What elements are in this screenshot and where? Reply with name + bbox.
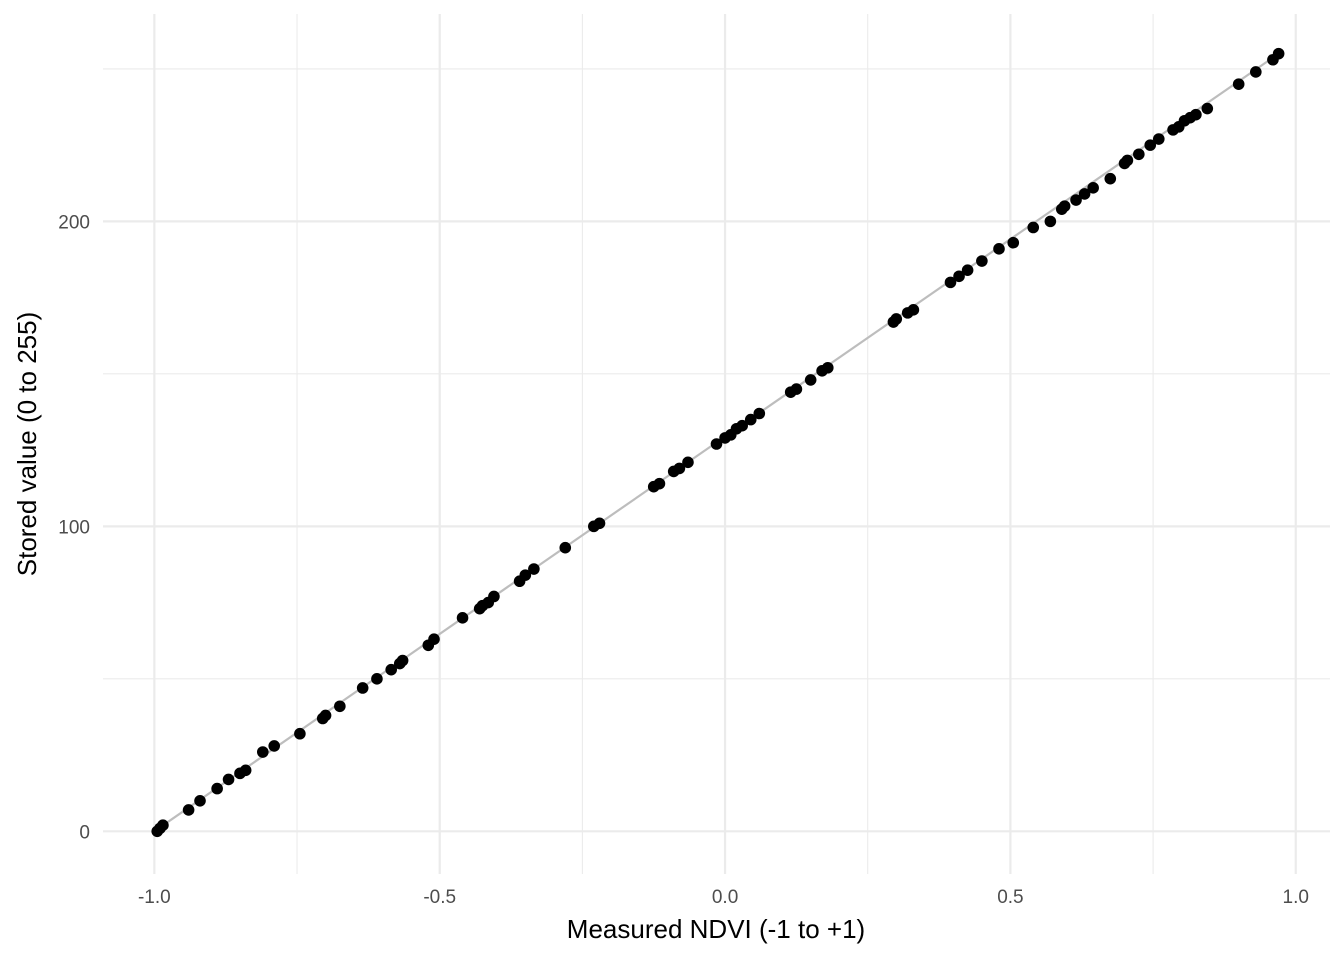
data-point [1078,188,1091,200]
data-point [1190,108,1202,121]
data-point [1133,148,1145,161]
data-point [268,740,281,752]
data-point [1232,78,1245,90]
y-axis-title: Stored value (0 to 255) [12,312,42,577]
data-point [559,541,572,554]
data-point [976,255,988,267]
data-point [1070,194,1082,206]
data-point [385,663,398,676]
data-point [744,413,757,426]
data-point [790,383,803,395]
data-point [334,700,346,713]
data-points [151,47,1285,838]
data-point [673,462,686,475]
data-point [371,673,383,685]
data-point [182,804,195,816]
data-point [1272,47,1285,60]
y-tick-label: 200 [58,212,90,233]
minor-gridlines [103,14,1330,874]
y-axis-tick-labels: 0 100 200 [58,212,90,843]
x-axis-tick-labels: -1.0 -0.5 0.0 0.5 1.0 [138,887,1309,908]
data-point [953,270,965,283]
data-point [294,727,306,740]
data-point [944,276,957,289]
data-point [710,438,723,450]
data-point [1007,236,1020,249]
data-point [211,782,223,795]
major-gridlines [103,14,1330,874]
data-point [682,456,694,469]
y-tick-label: 100 [58,517,90,538]
x-tick-label: 0.0 [712,887,738,908]
data-point [456,612,469,624]
data-point [1121,154,1134,167]
data-point [753,407,766,420]
data-point [1201,102,1214,115]
data-point [890,313,903,325]
data-point [194,795,206,807]
data-point [653,477,666,490]
data-point [1044,215,1057,228]
data-point [1058,200,1071,212]
x-tick-label: 0.5 [997,887,1023,908]
data-point [1144,139,1157,151]
data-point [488,590,500,603]
data-point [1104,172,1117,185]
x-axis-title: Measured NDVI (-1 to +1) [567,914,865,944]
x-tick-label: 1.0 [1283,887,1309,908]
data-point [528,563,540,575]
data-point [593,517,606,530]
data-point [1087,182,1099,194]
data-point [428,633,440,645]
x-tick-label: -0.5 [423,887,456,908]
data-point [736,419,748,432]
data-point [1152,133,1165,145]
y-tick-label: 0 [79,822,90,843]
data-point [1027,221,1040,234]
data-point [356,682,369,694]
data-point [519,569,532,581]
data-point [1250,66,1262,78]
data-point [961,264,974,276]
data-point [222,773,235,786]
x-tick-label: -1.0 [138,887,171,908]
data-point [804,374,817,386]
data-point [239,764,252,777]
data-point [396,654,409,667]
data-point [157,819,169,832]
data-point [319,709,332,722]
data-point [907,304,920,316]
data-point [256,746,269,758]
data-point [993,243,1005,255]
data-point [821,361,834,374]
